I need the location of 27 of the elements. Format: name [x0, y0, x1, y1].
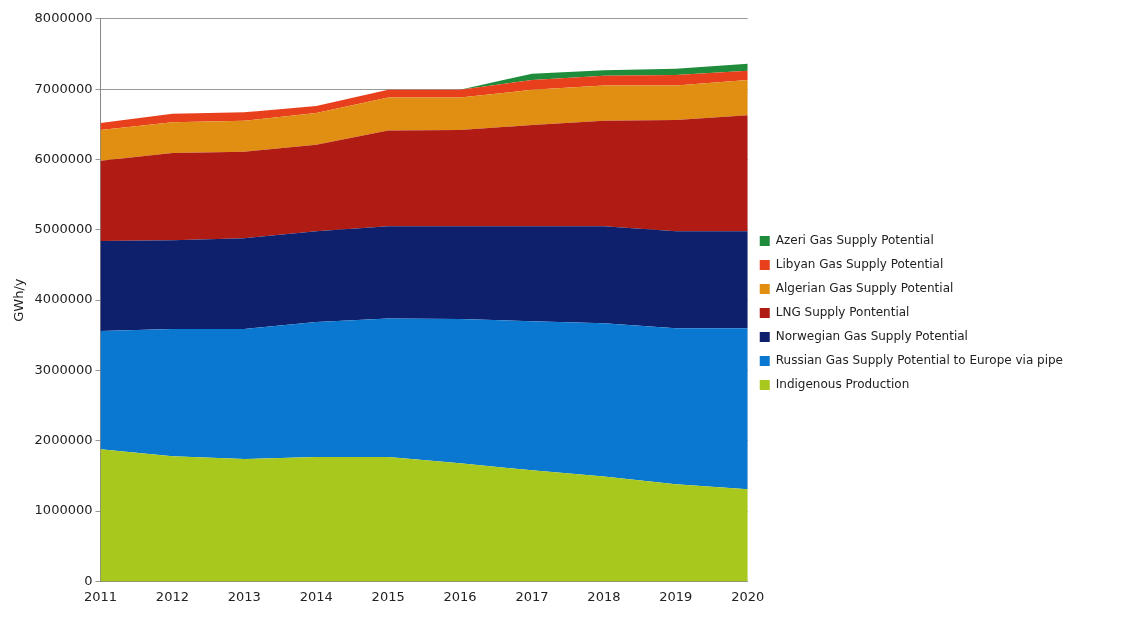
legend-label: Indigenous Production — [775, 377, 910, 392]
x-tick-label: 2014 — [299, 588, 333, 604]
y-tick-label: 2000000 — [34, 432, 93, 448]
legend-label: LNG Supply Pontential — [775, 305, 910, 320]
x-tick-label: 2016 — [443, 588, 477, 604]
x-tick-label: 2012 — [155, 588, 189, 604]
y-tick-label: 7000000 — [34, 80, 93, 96]
y-tick-label: 0 — [84, 572, 93, 588]
legend-label: Russian Gas Supply Potential to Europe via pipe — [775, 353, 1064, 368]
y-tick-label: 5000000 — [34, 221, 93, 237]
x-tick-label: 2013 — [227, 588, 261, 604]
y-tick-label: 3000000 — [34, 361, 93, 377]
legend-label: Azeri Gas Supply Potential — [775, 233, 934, 248]
legend-label: Libyan Gas Supply Potential — [775, 257, 944, 272]
x-tick-label: 2017 — [515, 588, 549, 604]
legend-label: Algerian Gas Supply Potential — [775, 281, 954, 296]
x-tick-label: 2015 — [371, 588, 405, 604]
y-tick-label: 1000000 — [34, 502, 93, 518]
x-tick-label: 2020 — [731, 588, 765, 604]
y-tick-label: 8000000 — [34, 10, 93, 26]
x-tick-label: 2011 — [83, 588, 118, 604]
x-tick-label: 2019 — [659, 588, 693, 604]
y-tick-label: 4000000 — [34, 291, 93, 307]
y-axis-title: GWh/y — [11, 278, 27, 322]
legend-label: Norwegian Gas Supply Potential — [775, 329, 968, 344]
y-tick-label: 6000000 — [34, 150, 93, 166]
x-tick-label: 2018 — [587, 588, 621, 604]
